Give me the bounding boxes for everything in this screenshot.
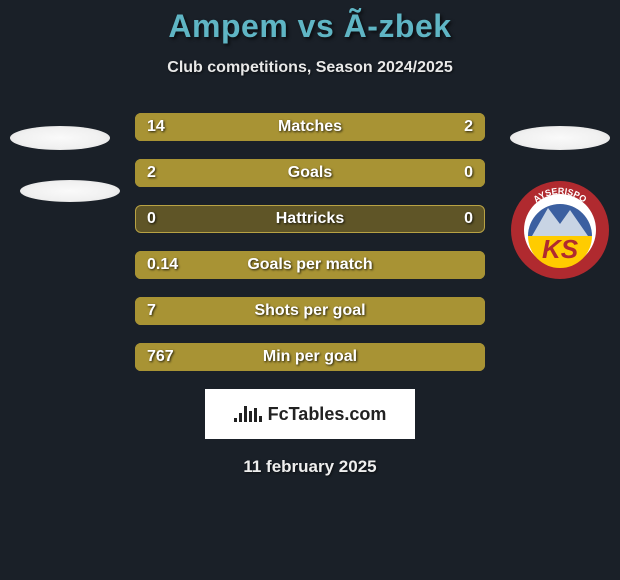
stat-label: Goals: [135, 159, 485, 187]
stat-value-left: 0.14: [147, 251, 178, 279]
stat-row: Goals per match0.14: [135, 251, 485, 279]
stats-area: Matches142Goals20Hattricks00Goals per ma…: [0, 113, 620, 371]
stat-value-left: 0: [147, 205, 156, 233]
date-line: 11 february 2025: [0, 457, 620, 477]
stat-value-left: 14: [147, 113, 165, 141]
brand-text: FcTables.com: [268, 404, 387, 425]
brand-bar-icon: [234, 418, 237, 422]
brand-bar-icon: [244, 406, 247, 422]
brand-bar-icon: [254, 408, 257, 422]
stat-label: Min per goal: [135, 343, 485, 371]
stat-row: Matches14 2: [135, 113, 485, 141]
page-subtitle: Club competitions, Season 2024/2025: [0, 59, 620, 77]
stat-row: Goals2 0: [135, 159, 485, 187]
stat-value-right: 0: [464, 159, 473, 187]
stat-row: Min per goal767: [135, 343, 485, 371]
stat-label: Shots per goal: [135, 297, 485, 325]
stat-value-left: 7: [147, 297, 156, 325]
brand-bar-icon: [259, 416, 262, 422]
comparison-card: Ampem vs Ã-zbek Club competitions, Seaso…: [0, 0, 620, 580]
stat-value-right: 0: [464, 205, 473, 233]
stat-label: Matches: [135, 113, 485, 141]
stat-value-left: 767: [147, 343, 174, 371]
brand-bar-icon: [249, 411, 252, 422]
stat-row: Shots per goal7: [135, 297, 485, 325]
brand-bar-icon: [239, 413, 242, 422]
stat-value-right: 2: [464, 113, 473, 141]
stat-row: Hattricks0 0: [135, 205, 485, 233]
stat-value-left: 2: [147, 159, 156, 187]
brand-bars-icon: [234, 406, 262, 422]
stat-label: Goals per match: [135, 251, 485, 279]
page-title: Ampem vs Ã-zbek: [0, 0, 620, 45]
stat-label: Hattricks: [135, 205, 485, 233]
fctables-badge: FcTables.com: [205, 389, 415, 439]
